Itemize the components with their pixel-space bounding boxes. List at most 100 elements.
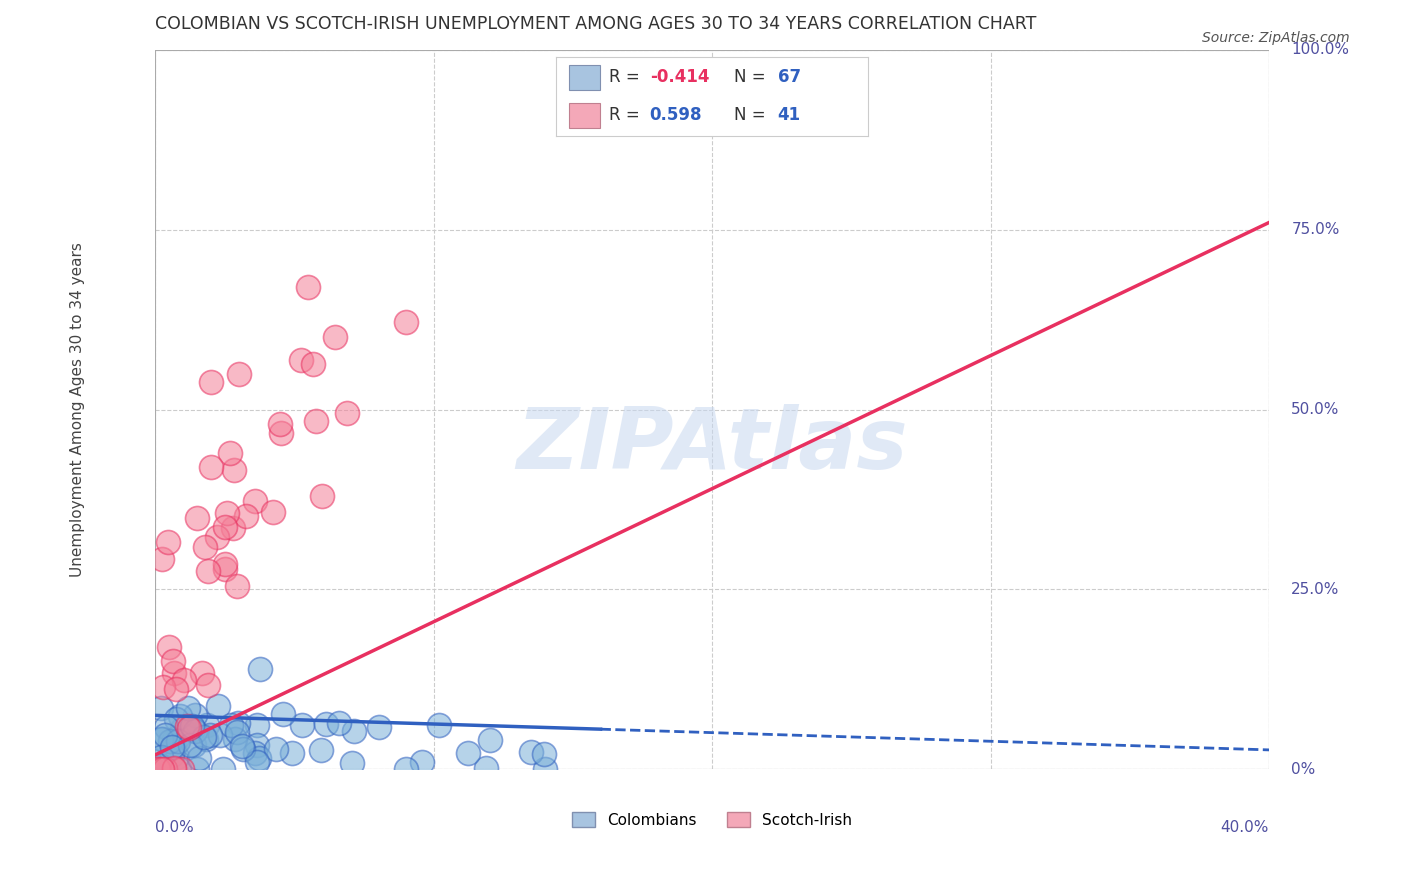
Point	[159, 734, 181, 748]
Point	[214, 557, 236, 571]
Point	[183, 738, 205, 752]
Point	[243, 746, 266, 760]
Point	[149, 750, 172, 764]
Point	[533, 747, 555, 761]
Point	[191, 665, 214, 680]
Point	[291, 718, 314, 732]
Point	[197, 564, 219, 578]
Point	[162, 654, 184, 668]
Point	[368, 720, 391, 734]
Point	[340, 756, 363, 770]
Point	[150, 551, 173, 566]
Point	[246, 738, 269, 752]
Point	[150, 759, 173, 773]
Point	[534, 762, 557, 776]
Text: 50.0%: 50.0%	[1291, 402, 1340, 417]
Point	[184, 708, 207, 723]
Point	[180, 719, 202, 733]
Point	[200, 460, 222, 475]
Point	[411, 755, 433, 769]
Point	[152, 731, 174, 746]
Point	[207, 530, 229, 544]
Point	[323, 330, 346, 344]
Point	[163, 665, 186, 680]
Point	[315, 717, 337, 731]
Point	[457, 746, 479, 760]
Point	[281, 746, 304, 760]
Point	[336, 406, 359, 420]
Point	[149, 759, 172, 773]
Point	[262, 505, 284, 519]
Point	[328, 715, 350, 730]
Point	[228, 367, 250, 381]
Point	[311, 489, 333, 503]
Point	[146, 762, 169, 776]
Point	[197, 677, 219, 691]
Point	[184, 723, 207, 738]
Point	[155, 762, 177, 776]
Legend: Colombians, Scotch-Irish: Colombians, Scotch-Irish	[565, 805, 858, 834]
Text: Source: ZipAtlas.com: Source: ZipAtlas.com	[1202, 31, 1350, 45]
Point	[208, 728, 231, 742]
Point	[297, 280, 319, 294]
Point	[155, 727, 177, 741]
Point	[169, 708, 191, 723]
Point	[395, 762, 418, 776]
Point	[170, 762, 193, 776]
Point	[246, 718, 269, 732]
Point	[225, 725, 247, 739]
Point	[166, 734, 188, 748]
Point	[214, 520, 236, 534]
Point	[166, 730, 188, 744]
Point	[194, 731, 217, 746]
Point	[173, 673, 195, 687]
Text: ZIPAtlas: ZIPAtlas	[516, 404, 908, 487]
Point	[231, 739, 253, 753]
Point	[149, 701, 172, 715]
Point	[519, 745, 541, 759]
Point	[270, 425, 292, 440]
Point	[177, 721, 200, 735]
Text: 25.0%: 25.0%	[1291, 582, 1340, 597]
Point	[290, 353, 312, 368]
Point	[194, 540, 217, 554]
Point	[165, 682, 187, 697]
Point	[304, 414, 326, 428]
Point	[187, 751, 209, 765]
Point	[198, 728, 221, 742]
Point	[224, 732, 246, 747]
Point	[212, 762, 235, 776]
Point	[165, 712, 187, 726]
Text: Unemployment Among Ages 30 to 34 years: Unemployment Among Ages 30 to 34 years	[69, 242, 84, 577]
Point	[309, 743, 332, 757]
Point	[149, 732, 172, 747]
Point	[269, 417, 291, 431]
Text: 40.0%: 40.0%	[1220, 820, 1270, 835]
Point	[479, 733, 502, 747]
Point	[170, 722, 193, 736]
Point	[225, 578, 247, 592]
Point	[302, 357, 325, 371]
Point	[200, 375, 222, 389]
Point	[186, 510, 208, 524]
Point	[222, 463, 245, 477]
Point	[169, 762, 191, 776]
Point	[193, 730, 215, 744]
Point	[150, 762, 173, 776]
Point	[249, 662, 271, 676]
Point	[343, 723, 366, 738]
Point	[243, 494, 266, 508]
Point	[264, 742, 287, 756]
Text: 75.0%: 75.0%	[1291, 222, 1340, 237]
Point	[155, 721, 177, 735]
Text: COLOMBIAN VS SCOTCH-IRISH UNEMPLOYMENT AMONG AGES 30 TO 34 YEARS CORRELATION CHA: COLOMBIAN VS SCOTCH-IRISH UNEMPLOYMENT A…	[155, 15, 1036, 33]
Point	[221, 521, 243, 535]
Point	[163, 762, 186, 776]
Point	[232, 741, 254, 756]
Text: 0%: 0%	[1291, 762, 1316, 777]
Point	[214, 562, 236, 576]
Point	[195, 718, 218, 732]
Point	[219, 717, 242, 731]
Point	[157, 640, 180, 654]
Point	[395, 315, 418, 329]
